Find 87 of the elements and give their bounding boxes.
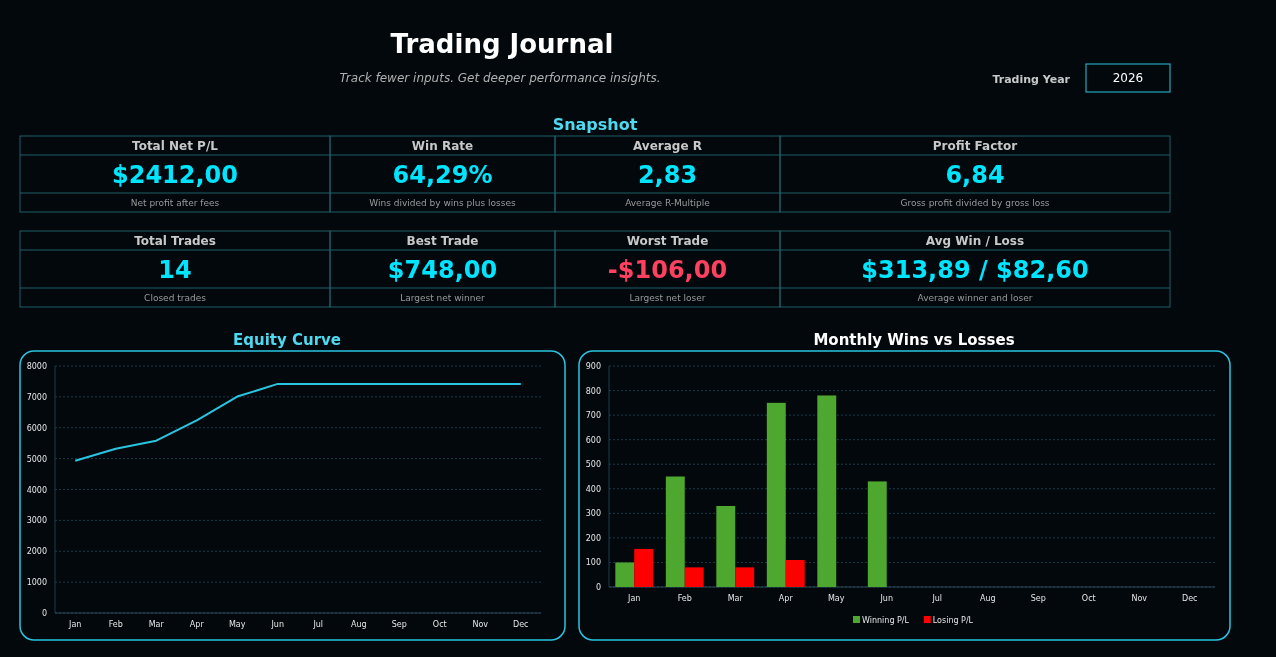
x-tick-label: Oct: [1081, 594, 1096, 603]
bar: [634, 548, 654, 587]
text: Gross profit divided by gross loss: [900, 198, 1050, 208]
y-tick-label: 1000: [26, 578, 47, 588]
y-tick-label: 300: [585, 509, 601, 519]
x-tick-label: Sep: [1030, 594, 1046, 603]
bar: [735, 567, 755, 587]
x-tick-label: Aug: [350, 620, 367, 629]
x-tick-label: Jul: [312, 620, 324, 629]
chart-title: Monthly Wins vs Losses: [813, 331, 1015, 349]
x-tick-label: Jan: [68, 620, 82, 629]
x-tick-label: Jan: [627, 594, 641, 603]
x-tick-label: Jul: [931, 594, 943, 603]
legend-label: Losing P/L: [932, 616, 974, 625]
bar: [665, 476, 685, 587]
text: Wins divided by wins plus losses: [369, 198, 517, 208]
y-tick-label: 500: [585, 460, 601, 470]
x-tick-label: Jun: [879, 594, 893, 603]
bar: [716, 505, 736, 587]
text: Largest net loser: [629, 293, 706, 303]
bar: [684, 567, 704, 587]
y-tick-label: 700: [585, 411, 601, 421]
x-tick-label: Sep: [391, 620, 407, 629]
line-series: [74, 382, 522, 462]
x-tick-label: Apr: [778, 594, 794, 603]
text: 2026: [1112, 71, 1144, 85]
y-tick-label: 8000: [26, 362, 47, 371]
x-tick-label: Aug: [979, 594, 996, 603]
text: Profit Factor: [932, 139, 1018, 153]
text: Largest net winner: [400, 293, 486, 303]
text: -$106,00: [607, 256, 728, 284]
y-tick-label: 4000: [26, 485, 47, 495]
x-tick-label: Jun: [270, 620, 284, 629]
y-tick-label: 0: [595, 583, 601, 592]
x-tick-label: Feb: [677, 594, 692, 603]
text: 6,84: [945, 161, 1005, 189]
y-tick-label: 200: [585, 533, 601, 543]
x-tick-label: Oct: [432, 620, 447, 629]
text: Worst Trade: [626, 234, 709, 248]
bar: [817, 395, 837, 587]
x-tick-label: Feb: [108, 620, 123, 629]
text: Track fewer inputs. Get deeper performance insights.: [339, 71, 661, 85]
text: $748,00: [387, 256, 498, 284]
y-tick-label: 3000: [26, 516, 47, 526]
y-tick-label: 6000: [26, 423, 47, 433]
text: $2412,00: [111, 161, 239, 189]
bar: [867, 481, 887, 587]
text: 14: [158, 256, 192, 284]
y-tick-label: 100: [585, 558, 601, 568]
text: Win Rate: [411, 139, 474, 153]
text: $313,89 / $82,60: [861, 256, 1089, 284]
text: Total Net P/L: [132, 139, 219, 153]
y-tick-label: 0: [41, 609, 47, 618]
y-tick-label: 400: [585, 484, 601, 494]
text: Closed trades: [144, 293, 207, 303]
bar: [766, 402, 786, 587]
text: Trading Year: [992, 73, 1071, 86]
bar: [785, 559, 805, 587]
text: 64,29%: [392, 161, 493, 189]
y-tick-label: 7000: [26, 392, 47, 402]
text: Average R: [633, 139, 702, 153]
y-tick-label: 600: [585, 435, 601, 445]
chart-title: Equity Curve: [232, 331, 342, 349]
x-tick-label: Dec: [513, 620, 529, 629]
x-tick-label: Nov: [1131, 594, 1148, 603]
text: Average winner and loser: [917, 293, 1033, 303]
x-tick-label: Mar: [148, 620, 165, 629]
text: Trading Journal: [390, 29, 614, 59]
x-tick-label: Dec: [1182, 594, 1198, 603]
y-tick-label: 800: [585, 386, 601, 396]
x-tick-label: Nov: [472, 620, 489, 629]
text: Net profit after fees: [130, 198, 220, 208]
text: Avg Win / Loss: [925, 234, 1025, 248]
legend-label: Winning P/L: [862, 616, 910, 625]
text: Average R-Multiple: [625, 198, 711, 208]
y-tick-label: 5000: [26, 454, 47, 464]
bar: [615, 562, 635, 587]
y-tick-label: 900: [585, 362, 601, 371]
text: 2,83: [637, 161, 698, 189]
text: Total Trades: [134, 234, 216, 248]
x-tick-label: May: [228, 620, 246, 629]
x-tick-label: Apr: [189, 620, 205, 629]
text: Snapshot: [552, 115, 638, 134]
text: Best Trade: [406, 234, 479, 248]
x-tick-label: May: [827, 594, 845, 603]
y-tick-label: 2000: [26, 547, 47, 557]
x-tick-label: Mar: [727, 594, 744, 603]
